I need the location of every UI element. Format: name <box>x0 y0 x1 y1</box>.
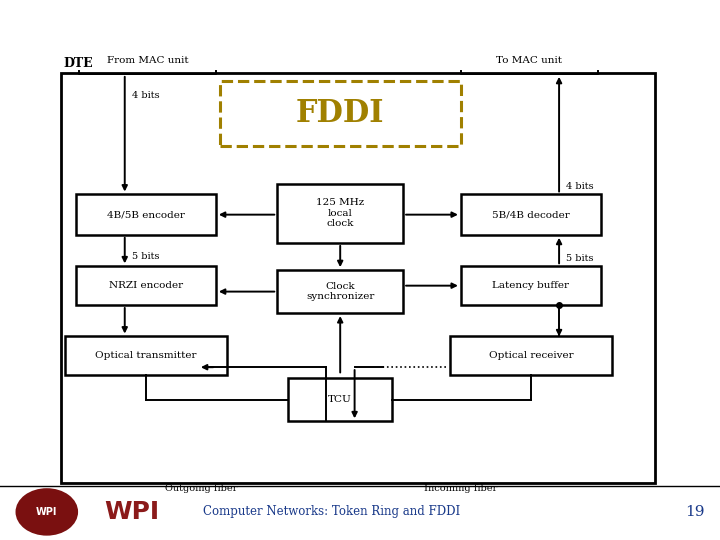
Text: WPI: WPI <box>36 507 58 517</box>
Text: 125 MHz
local
clock: 125 MHz local clock <box>316 198 364 228</box>
Bar <box>288 378 392 421</box>
Text: 5 bits: 5 bits <box>132 252 159 261</box>
Text: Incoming fiber: Incoming fiber <box>424 484 498 494</box>
Bar <box>76 194 216 235</box>
Text: Optical transmitter: Optical transmitter <box>95 352 197 360</box>
Text: Latency buffer: Latency buffer <box>492 281 570 290</box>
Text: Optical receiver: Optical receiver <box>489 352 573 360</box>
Text: 5B/4B decoder: 5B/4B decoder <box>492 210 570 219</box>
Bar <box>461 194 601 235</box>
Text: 4 bits: 4 bits <box>132 91 160 100</box>
Text: To MAC unit: To MAC unit <box>496 56 562 65</box>
Text: NRZI encoder: NRZI encoder <box>109 281 183 290</box>
Bar <box>65 336 227 375</box>
Bar <box>76 266 216 305</box>
Text: Outgoing fiber: Outgoing fiber <box>166 484 238 494</box>
Text: 4 bits: 4 bits <box>566 182 594 191</box>
Text: WPI: WPI <box>104 500 160 524</box>
Circle shape <box>17 489 77 535</box>
Text: Clock
synchronizer: Clock synchronizer <box>306 282 374 301</box>
Bar <box>277 270 403 313</box>
Bar <box>277 184 403 243</box>
Text: DTE: DTE <box>63 57 93 70</box>
Text: TCU: TCU <box>328 395 352 404</box>
Text: 5 bits: 5 bits <box>566 254 594 263</box>
Text: FDDI: FDDI <box>296 98 384 129</box>
Text: From MAC unit: From MAC unit <box>107 56 189 65</box>
Bar <box>220 81 461 146</box>
Text: 19: 19 <box>685 505 705 519</box>
Bar <box>461 266 601 305</box>
Text: Computer Networks: Token Ring and FDDI: Computer Networks: Token Ring and FDDI <box>202 505 460 518</box>
Text: 4B/5B encoder: 4B/5B encoder <box>107 210 185 219</box>
Bar <box>61 73 655 483</box>
Bar <box>450 336 612 375</box>
